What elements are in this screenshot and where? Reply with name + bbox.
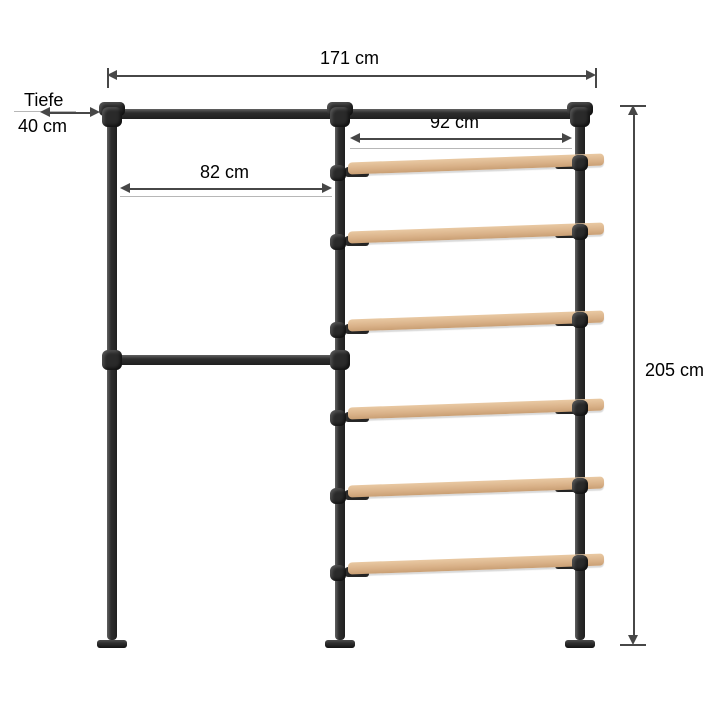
shelf-1 xyxy=(348,154,604,175)
dim-height-line xyxy=(633,115,635,635)
dim-height-label: 205 cm xyxy=(645,360,704,381)
fit-s2-l xyxy=(330,234,346,250)
dim-width-label: 171 cm xyxy=(320,48,379,69)
dim-width-arrow-left xyxy=(107,70,117,80)
dim-depth-value: 40 cm xyxy=(18,116,67,137)
diagram-stage: 171 cm Tiefe 40 cm 205 cm 82 cm 92 cm xyxy=(0,0,713,713)
dim-depth-line xyxy=(50,112,92,114)
flange-left xyxy=(97,640,127,648)
dim-rail-arrow-l xyxy=(120,183,130,193)
fit-s2-r xyxy=(572,224,588,240)
flange-mid xyxy=(325,640,355,648)
fit-s6-r xyxy=(572,555,588,571)
dim-width-tick-l xyxy=(107,68,109,88)
dim-height-tick-top xyxy=(620,105,646,107)
dim-shelf-hairline xyxy=(350,148,572,149)
shelf-6 xyxy=(348,554,604,575)
dim-height-tick-bottom xyxy=(620,644,646,646)
dim-rail-line xyxy=(130,188,322,190)
fit-s5-r xyxy=(572,478,588,494)
fitting-left-top xyxy=(102,107,122,127)
shelf-2 xyxy=(348,223,604,244)
fit-s5-l xyxy=(330,488,346,504)
dim-shelf-arrow-r xyxy=(562,133,572,143)
shelf-4 xyxy=(348,399,604,420)
fitting-left-mid xyxy=(102,350,122,370)
fit-s4-l xyxy=(330,410,346,426)
dim-depth-arrow-left xyxy=(40,107,50,117)
dim-width-tick-r xyxy=(595,68,597,88)
dim-rail-arrow-r xyxy=(322,183,332,193)
fit-s4-r xyxy=(572,400,588,416)
shelf-5 xyxy=(348,477,604,498)
dim-rail-hairline xyxy=(120,196,332,197)
dim-rail-label: 82 cm xyxy=(200,162,249,183)
pipe-vertical-left xyxy=(107,118,117,640)
dim-shelf-arrow-l xyxy=(350,133,360,143)
dim-shelf-line xyxy=(360,138,562,140)
pipe-mid-rail xyxy=(107,355,345,365)
pipe-vertical-mid xyxy=(335,118,345,640)
fit-s3-r xyxy=(572,312,588,328)
fit-s3-l xyxy=(330,322,346,338)
fit-s1-r xyxy=(572,155,588,171)
fitting-mid-top xyxy=(330,107,350,127)
fit-s6-l xyxy=(330,565,346,581)
flange-right xyxy=(565,640,595,648)
fitting-right-top xyxy=(570,107,590,127)
fitting-mid-mid xyxy=(330,350,350,370)
dim-width-line xyxy=(117,75,586,77)
dim-height-arrow-up xyxy=(628,105,638,115)
shelf-3 xyxy=(348,311,604,332)
fit-s1-l xyxy=(330,165,346,181)
